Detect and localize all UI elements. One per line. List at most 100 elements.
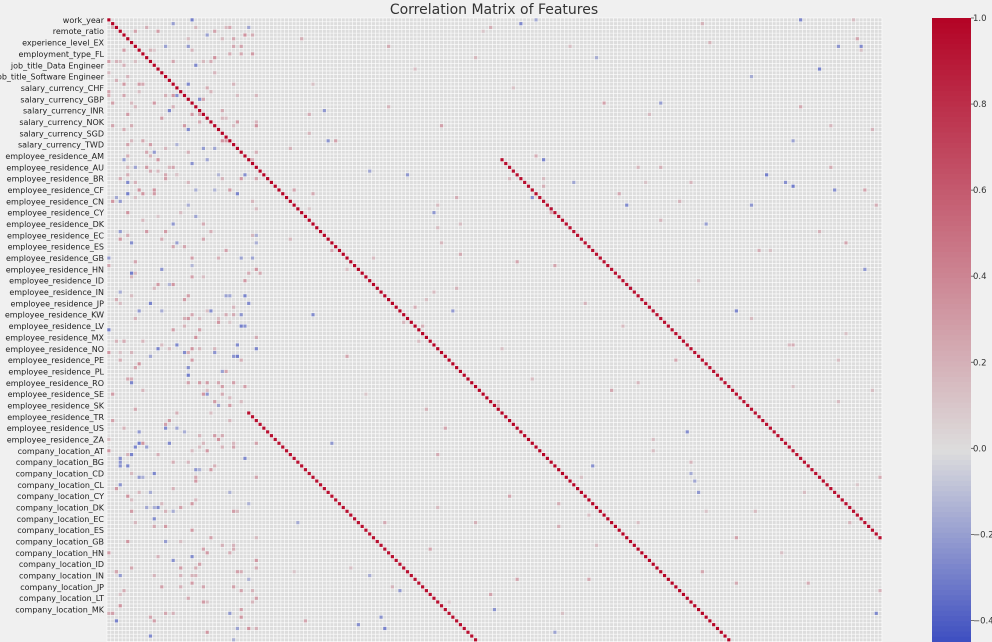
- weak-positive-cell: [424, 298, 428, 302]
- weak-positive-cell: [137, 188, 141, 192]
- weak-positive-cell: [455, 195, 459, 200]
- diagonal-cell: [262, 173, 266, 177]
- band-cell: [526, 184, 531, 188]
- weak-positive-cell: [213, 56, 217, 60]
- y-tick-label: remote_ratio: [53, 27, 104, 36]
- weak-positive-cell: [659, 218, 663, 222]
- band-cell: [436, 600, 440, 604]
- weak-positive-cell: [164, 177, 168, 181]
- band-cell: [504, 161, 508, 166]
- diagonal-cell: [621, 532, 625, 536]
- weak-positive-cell: [175, 173, 179, 177]
- y-tick-label: employee_residence_GB: [6, 254, 104, 263]
- band-cell: [753, 411, 757, 415]
- diagonal-cell: [715, 626, 720, 631]
- weak-negative-cell: [235, 354, 239, 358]
- diagonal-cell: [553, 464, 557, 468]
- weak-negative-cell: [209, 309, 213, 313]
- y-tick-label: employee_residence_ZA: [7, 435, 105, 444]
- weak-positive-cell: [232, 547, 236, 551]
- band-cell: [383, 547, 387, 551]
- weak-negative-cell: [133, 165, 137, 169]
- weak-positive-cell: [636, 381, 640, 385]
- weak-negative-cell: [167, 441, 171, 445]
- colorbar-segment: [932, 194, 971, 201]
- band-cell: [360, 524, 364, 528]
- weak-negative-cell: [696, 490, 701, 494]
- weak-positive-cell: [118, 177, 122, 181]
- weak-negative-cell: [213, 188, 217, 192]
- weak-positive-cell: [307, 112, 311, 116]
- diagonal-cell: [114, 25, 119, 30]
- weak-positive-cell: [232, 124, 236, 128]
- weak-negative-cell: [182, 430, 187, 434]
- colorbar-segment: [932, 506, 971, 513]
- diagonal-cell: [466, 377, 470, 381]
- diagonal-cell: [572, 483, 576, 487]
- diagonal-cell: [349, 260, 353, 264]
- band-cell: [712, 369, 716, 374]
- colorbar-segment: [932, 309, 971, 315]
- weak-positive-cell: [209, 536, 213, 540]
- diagonal-cell: [598, 509, 602, 513]
- diagonal-cell: [545, 456, 549, 460]
- diagonal-cell: [235, 146, 239, 150]
- weak-positive-cell: [133, 407, 137, 411]
- y-tick-label: company_location_ES: [17, 526, 104, 535]
- weak-positive-cell: [141, 388, 145, 392]
- diagonal-cell: [625, 536, 629, 540]
- y-tick-label: company_location_CD: [16, 469, 104, 478]
- weak-positive-cell: [160, 237, 164, 241]
- band-cell: [553, 211, 557, 215]
- colorbar-segment: [932, 293, 971, 300]
- colorbar-segment: [932, 636, 971, 642]
- colorbar-segment: [932, 184, 971, 191]
- weak-negative-cell: [186, 373, 190, 377]
- band-cell: [851, 509, 856, 513]
- colorbar-segment: [932, 148, 971, 154]
- weak-positive-cell: [141, 339, 145, 343]
- weak-positive-cell: [250, 158, 255, 162]
- weak-positive-cell: [254, 150, 258, 154]
- diagonal-cell: [602, 513, 606, 517]
- colorbar-segment: [932, 532, 971, 539]
- weak-positive-cell: [126, 154, 130, 158]
- weak-negative-cell: [175, 241, 179, 245]
- colorbar-segment: [932, 44, 971, 50]
- diagonal-cell: [284, 195, 289, 200]
- weak-negative-cell: [118, 290, 122, 294]
- weak-positive-cell: [205, 551, 209, 555]
- diagonal-cell: [712, 623, 716, 627]
- band-cell: [439, 604, 444, 608]
- weak-positive-cell: [303, 619, 308, 623]
- weak-negative-cell: [379, 615, 383, 619]
- colorbar-segment: [932, 18, 971, 24]
- colorbar-segment: [932, 200, 971, 206]
- weak-positive-cell: [164, 173, 168, 177]
- diagonal-cell: [375, 286, 379, 290]
- weak-positive-cell: [133, 195, 137, 200]
- weak-positive-cell: [383, 521, 387, 525]
- weak-positive-cell: [122, 82, 126, 86]
- weak-positive-cell: [617, 192, 621, 196]
- weak-positive-cell: [254, 441, 258, 445]
- y-tick-label: employee_residence_CY: [7, 209, 104, 218]
- weak-positive-cell: [182, 298, 187, 302]
- diagonal-cell: [447, 358, 451, 362]
- weak-positive-cell: [220, 384, 224, 389]
- colorbar-segment: [932, 610, 971, 617]
- colorbar-segment: [932, 236, 971, 243]
- band-cell: [458, 623, 463, 627]
- diagonal-cell: [239, 150, 243, 154]
- weak-positive-cell: [390, 585, 394, 589]
- colorbar-segment: [932, 569, 971, 575]
- colorbar-segment: [932, 38, 971, 45]
- weak-positive-cell: [239, 177, 243, 181]
- colorbar-segment: [932, 345, 971, 352]
- colorbar-segment: [932, 392, 971, 399]
- band-cell: [447, 611, 451, 615]
- colorbar-segment: [932, 574, 971, 581]
- weak-positive-cell: [439, 241, 444, 245]
- band-cell: [337, 502, 342, 506]
- diagonal-cell: [126, 37, 130, 41]
